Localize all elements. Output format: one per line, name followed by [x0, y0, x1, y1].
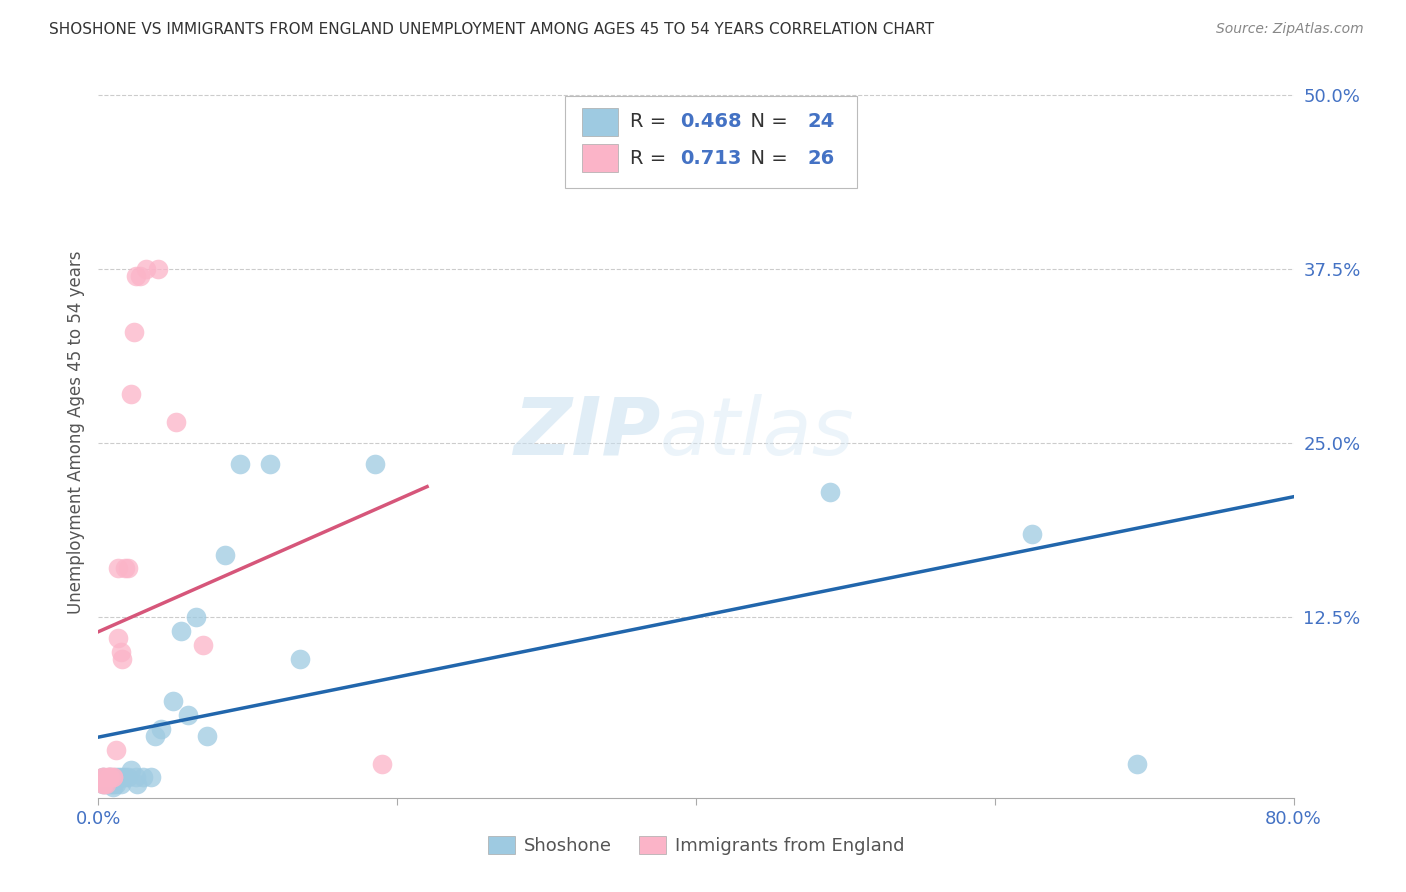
- Point: [288, 652, 311, 666]
- Point: [98, 771, 122, 785]
- Text: SHOSHONE VS IMMIGRANTS FROM ENGLAND UNEMPLOYMENT AMONG AGES 45 TO 54 YEARS CORRE: SHOSHONE VS IMMIGRANTS FROM ENGLAND UNEM…: [49, 22, 935, 37]
- Point: [364, 457, 387, 471]
- Point: [184, 610, 207, 624]
- Text: ZIP: ZIP: [513, 393, 661, 472]
- Text: R =: R =: [630, 149, 672, 168]
- Point: [150, 722, 173, 736]
- Point: [259, 457, 281, 471]
- Point: [97, 771, 120, 785]
- Point: [169, 624, 191, 639]
- Legend: Shoshone, Immigrants from England: Shoshone, Immigrants from England: [481, 829, 911, 863]
- Text: Source: ZipAtlas.com: Source: ZipAtlas.com: [1216, 22, 1364, 37]
- Point: [120, 764, 142, 778]
- Text: 0.713: 0.713: [681, 149, 742, 168]
- Point: [107, 561, 129, 575]
- Point: [110, 645, 132, 659]
- Point: [197, 729, 219, 743]
- Point: [105, 777, 128, 791]
- Text: N =: N =: [738, 149, 794, 168]
- Point: [371, 756, 394, 771]
- Point: [117, 561, 139, 575]
- Point: [111, 652, 134, 666]
- Y-axis label: Unemployment Among Ages 45 to 54 years: Unemployment Among Ages 45 to 54 years: [66, 251, 84, 615]
- Point: [1021, 526, 1043, 541]
- Point: [117, 771, 139, 785]
- Point: [1125, 756, 1147, 771]
- Point: [124, 325, 146, 339]
- Point: [125, 771, 148, 785]
- Point: [91, 771, 114, 785]
- Point: [91, 777, 114, 791]
- Point: [127, 777, 149, 791]
- Point: [105, 742, 128, 756]
- Point: [162, 694, 184, 708]
- Point: [165, 415, 187, 429]
- Point: [103, 777, 125, 791]
- Point: [229, 457, 252, 471]
- Point: [105, 771, 128, 785]
- Point: [96, 771, 118, 785]
- Point: [132, 771, 155, 785]
- FancyBboxPatch shape: [582, 145, 619, 172]
- Point: [103, 771, 125, 785]
- Point: [148, 261, 170, 276]
- Point: [820, 484, 842, 499]
- Point: [91, 771, 114, 785]
- Point: [93, 777, 115, 791]
- Text: N =: N =: [738, 112, 794, 131]
- Point: [107, 631, 129, 645]
- Point: [97, 777, 120, 791]
- Point: [110, 777, 132, 791]
- Point: [214, 548, 236, 562]
- Point: [98, 771, 122, 785]
- FancyBboxPatch shape: [565, 96, 858, 187]
- Point: [103, 780, 125, 795]
- Text: R =: R =: [630, 112, 672, 131]
- Point: [97, 771, 120, 785]
- Text: 24: 24: [807, 112, 834, 131]
- Point: [114, 771, 136, 785]
- Point: [94, 777, 117, 791]
- Text: 26: 26: [807, 149, 834, 168]
- Point: [143, 729, 166, 743]
- Point: [103, 771, 125, 785]
- Point: [125, 268, 148, 283]
- Point: [135, 261, 157, 276]
- Point: [177, 707, 200, 722]
- Point: [111, 771, 134, 785]
- Point: [91, 771, 114, 785]
- Point: [191, 638, 214, 652]
- Text: atlas: atlas: [661, 393, 855, 472]
- Point: [114, 561, 136, 575]
- Point: [91, 777, 114, 791]
- Point: [94, 777, 117, 791]
- FancyBboxPatch shape: [582, 108, 619, 136]
- Point: [108, 771, 131, 785]
- Text: 0.468: 0.468: [681, 112, 742, 131]
- Point: [139, 771, 162, 785]
- Point: [120, 387, 142, 401]
- Point: [101, 777, 124, 791]
- Point: [129, 268, 152, 283]
